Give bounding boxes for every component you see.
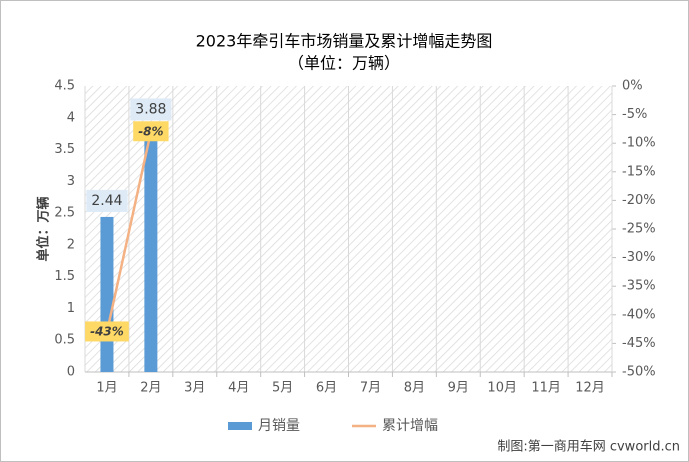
x-tick-label: 1月 bbox=[96, 381, 117, 396]
line bbox=[105, 131, 153, 333]
y2-tick-label: -30% bbox=[622, 250, 656, 265]
data-label-box bbox=[85, 321, 129, 342]
y2-tick-label: -15% bbox=[622, 164, 656, 179]
y-tick-label: 1.5 bbox=[54, 269, 75, 284]
chart-subtitle: （单位：万辆） bbox=[288, 54, 400, 73]
x-tick-label: 10月 bbox=[487, 381, 517, 396]
data-label-box bbox=[133, 121, 169, 142]
source: 制图:第一商用车网 cvworld.cn bbox=[497, 439, 680, 455]
y2-tick-label: 0% bbox=[622, 79, 643, 94]
data-label: -43% bbox=[90, 324, 124, 338]
x-tick-label: 2月 bbox=[140, 381, 161, 396]
x-tick-label: 5月 bbox=[272, 381, 293, 396]
y2-tick-label: -20% bbox=[622, 193, 656, 208]
data-label-box bbox=[130, 98, 172, 121]
y2-tick-label: -40% bbox=[622, 307, 656, 322]
y-tick-label: 1 bbox=[67, 301, 75, 316]
data-label: 3.88 bbox=[135, 101, 166, 117]
bar bbox=[144, 125, 158, 372]
y-tick-label: 2 bbox=[67, 237, 75, 252]
legend-label: 月销量 bbox=[258, 418, 300, 434]
data-label: -8% bbox=[138, 124, 163, 138]
y2-tick-label: -5% bbox=[622, 107, 647, 122]
x-tick-label: 6月 bbox=[316, 381, 337, 396]
y-tick-label: 4.5 bbox=[54, 79, 75, 94]
data-label: 2.44 bbox=[91, 193, 122, 209]
y2-tick-label: -50% bbox=[622, 365, 656, 380]
y2-tick-label: -10% bbox=[622, 136, 656, 151]
x-tick-label: 11月 bbox=[531, 381, 561, 396]
x-tick-label: 7月 bbox=[360, 381, 381, 396]
y-tick-label: 3 bbox=[67, 174, 75, 189]
x-tick-label: 12月 bbox=[575, 381, 605, 396]
y2-tick-label: -25% bbox=[622, 222, 656, 237]
y-tick-label: 4 bbox=[67, 110, 75, 125]
legend-label: 累计增幅 bbox=[382, 418, 438, 434]
data-label-box bbox=[86, 189, 128, 212]
y2-tick-label: -45% bbox=[622, 336, 656, 351]
x-tick-label: 9月 bbox=[448, 381, 469, 396]
x-tick-label: 3月 bbox=[184, 381, 205, 396]
legend-swatch bbox=[228, 422, 252, 430]
y-tick-label: 0.5 bbox=[54, 333, 75, 348]
bar bbox=[100, 216, 114, 372]
y-tick-label: 0 bbox=[67, 365, 75, 380]
x-tick-label: 4月 bbox=[228, 381, 249, 396]
y-tick-label: 2.5 bbox=[54, 206, 75, 221]
chart-title: 2023年牵引车市场销量及累计增幅走势图 bbox=[196, 32, 493, 51]
y-axis-label: 单位：万辆 bbox=[36, 196, 52, 261]
y2-tick-label: -35% bbox=[622, 279, 656, 294]
y-tick-label: 3.5 bbox=[54, 142, 75, 157]
x-tick-label: 8月 bbox=[404, 381, 425, 396]
